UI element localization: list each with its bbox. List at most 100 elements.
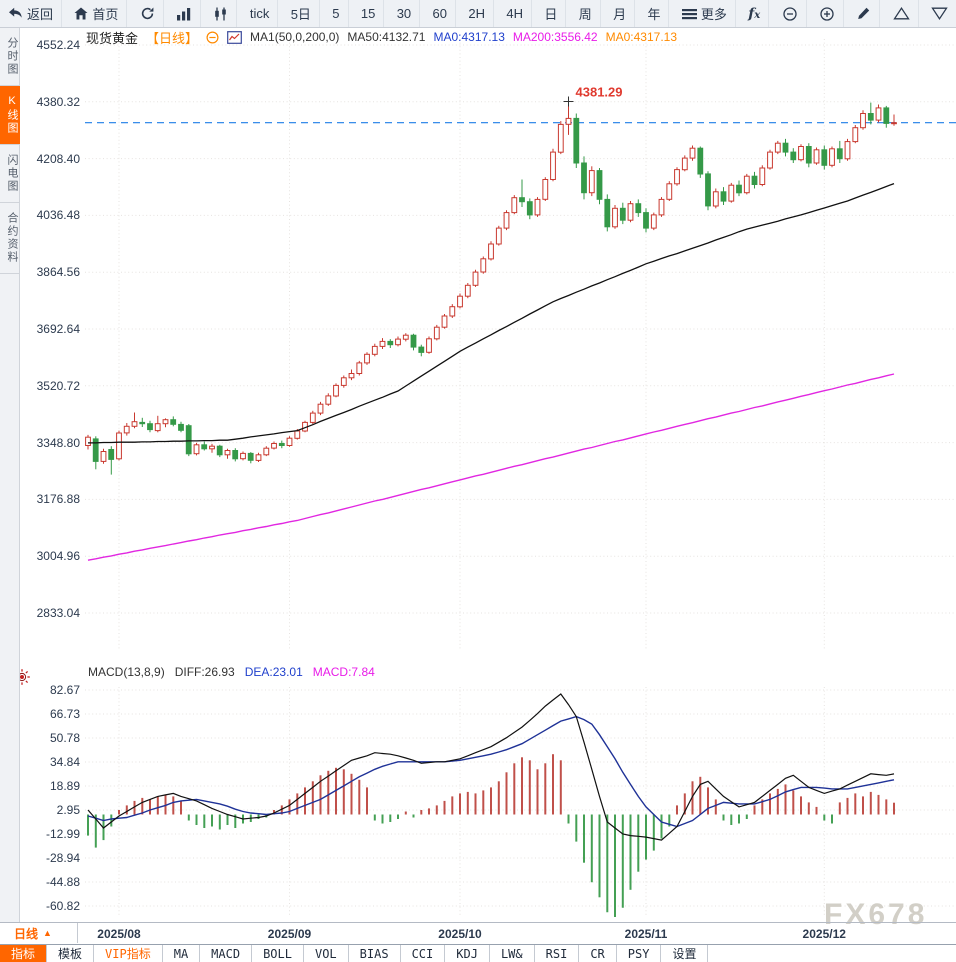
sidebar: 分时图 K线图 闪电图 合约资料 [0,28,20,922]
ma0-value-blue: MA0:4317.13 [433,30,505,44]
ma200-value: MA200:3556.42 [512,30,598,44]
time-axis: 2025/08 2025/09 2025/10 2025/11 2025/12 [0,922,956,944]
toolbar-item-expand-up[interactable] [885,0,919,27]
toolbar-item-back[interactable]: 返回 [0,0,63,27]
price-axis-label: 3520.72 [36,378,80,393]
watermark: FX678 [824,898,928,931]
indicator-axis-label: 82.67 [49,683,80,697]
bottom-tab-templates[interactable]: 模板 [47,945,95,962]
candlestick-chart[interactable]: 4381.29 [85,38,956,650]
sidebar-tab-contract-info[interactable]: 合约资料 [0,203,20,274]
indicator-axis-label: -12.99 [45,827,80,842]
toolbar-item-refresh[interactable] [132,0,164,27]
price-axis-label: 4036.48 [36,208,80,223]
sidebar-tab-lightning-chart[interactable]: 闪电图 [0,145,20,203]
bottom-tab-bias[interactable]: BIAS [349,945,401,962]
price-axis-label: 4208.40 [36,151,80,166]
bottom-tab-indicators[interactable]: 指标 [0,945,48,962]
bottom-tab-cr[interactable]: CR [579,945,617,962]
bottom-tab-kdj[interactable]: KDJ [445,945,490,962]
toolbar-item-label: 更多 [700,7,727,22]
sidebar-tab-kline-chart[interactable]: K线图 [0,86,20,145]
toolbar-item-label: 4H [506,6,523,21]
indicator-axis-label: 18.89 [49,779,80,794]
toolbar-item-tick[interactable]: tick [242,0,279,27]
toolbar-item-label: 5日 [290,7,311,22]
circled-minus-icon[interactable] [206,30,219,44]
bottom-tab-lwr[interactable]: LW& [490,945,535,962]
toolbar-item-bar-chart[interactable] [168,0,202,27]
bottom-tab-rsi[interactable]: RSI [535,945,580,962]
toolbar-item-fx[interactable]: fx [740,0,770,27]
toolbar-item-label: 2H [468,6,485,21]
toolbar-item-zoom-out[interactable] [774,0,807,27]
toolbar-item-5min[interactable]: 5 [324,0,349,27]
toolbar-item-candlestick[interactable] [205,0,238,27]
toolbar-item-label: 返回 [27,7,54,22]
toolbar-item-home[interactable]: 首页 [66,0,128,27]
toolbar-item-draw[interactable] [848,0,881,27]
price-axis-label: 3864.56 [36,265,80,280]
toolbar-item-week[interactable]: 周 [571,0,601,27]
toolbar-item-4h[interactable]: 4H [498,0,532,27]
bottom-tab-vol[interactable]: VOL [304,945,349,962]
toolbar-item-60min[interactable]: 60 [425,0,456,27]
macd-value: MACD:7.84 [312,665,375,679]
toolbar-item-year[interactable]: 年 [639,0,670,27]
toolbar-item-label: 年 [647,7,661,22]
triangle-up-icon: ▲ [43,928,52,938]
svg-text:4381.29: 4381.29 [576,85,623,100]
triangle-down-icon [931,7,948,20]
toolbar-item-day[interactable]: 日 [536,0,567,27]
macd-chart[interactable] [85,686,956,918]
indicator-axis-label: 34.84 [49,755,80,769]
period-label: 【日线】 [146,30,199,46]
ma-settings: MA1(50,0,200,0) [250,30,340,44]
fx-icon: fx [748,5,761,22]
toolbar-item-30min[interactable]: 30 [389,0,421,27]
indicator-axis-label: -28.94 [45,851,80,866]
menu-icon [681,8,697,20]
price-axis-label: 3004.96 [36,549,80,564]
toolbar-item-15min[interactable]: 15 [353,0,385,27]
toolbar-item-label: 月 [613,7,627,22]
toolbar-item-2h[interactable]: 2H [460,0,494,27]
time-axis-label: 2025/08 [97,927,141,941]
symbol-name: 现货黄金 [86,30,139,46]
zoom-out-icon [782,6,798,22]
diff-value: DIFF:26.93 [174,665,235,679]
indicator-header: MACD(13,8,9) DIFF:26.93 DEA:23.01 MACD:7… [88,665,375,679]
toolbar-item-more[interactable]: 更多 [674,0,736,27]
bottom-tab-cci[interactable]: CCI [401,945,446,962]
macd-formula: MACD(13,8,9) [88,665,165,679]
bar-chart-icon [176,7,192,21]
indicator-axis-label: 50.78 [49,731,80,745]
indicator-axis-label: 66.73 [49,707,80,721]
toolbar-item-zoom-in[interactable] [811,0,844,27]
price-axis-label: 3692.64 [36,322,80,336]
toolbar-item-5d[interactable]: 5日 [283,0,320,27]
toolbar-item-label: 首页 [92,7,119,22]
toolbar-item-label: 15 [360,6,376,21]
toolbar-item-expand-down[interactable] [923,0,956,27]
home-icon [74,7,88,20]
period-selector-button[interactable]: 日线 ▲ [0,923,78,943]
ma50-value: MA50:4132.71 [347,30,426,44]
bottom-tab-vip-indicators[interactable]: VIP指标 [94,945,163,962]
toolbar-item-label: 日 [544,7,558,22]
bottom-tab-boll[interactable]: BOLL [252,945,304,962]
period-selector-label: 日线 [14,926,39,941]
sidebar-tab-time-chart[interactable]: 分时图 [0,28,20,86]
time-axis-label: 2025/10 [438,927,482,941]
toolbar-item-month[interactable]: 月 [605,0,636,27]
bottom-tab-macd[interactable]: MACD [200,945,253,962]
bottom-tab-psy[interactable]: PSY [617,945,662,962]
candlestick-icon [213,7,228,21]
price-axis-label: 4552.24 [36,38,80,52]
chart-type-icon[interactable] [227,30,242,44]
indicator-tab-bar: 指标 模板 VIP指标 MA MACD BOLL VOL BIAS CCI KDJ LW& RSI CR… [0,944,956,962]
bottom-tab-settings[interactable]: 设置 [661,945,709,962]
ma0-value-orange: MA0:4317.13 [605,30,677,44]
indicator-axis-label: -60.82 [45,899,80,914]
bottom-tab-ma[interactable]: MA [163,945,201,962]
